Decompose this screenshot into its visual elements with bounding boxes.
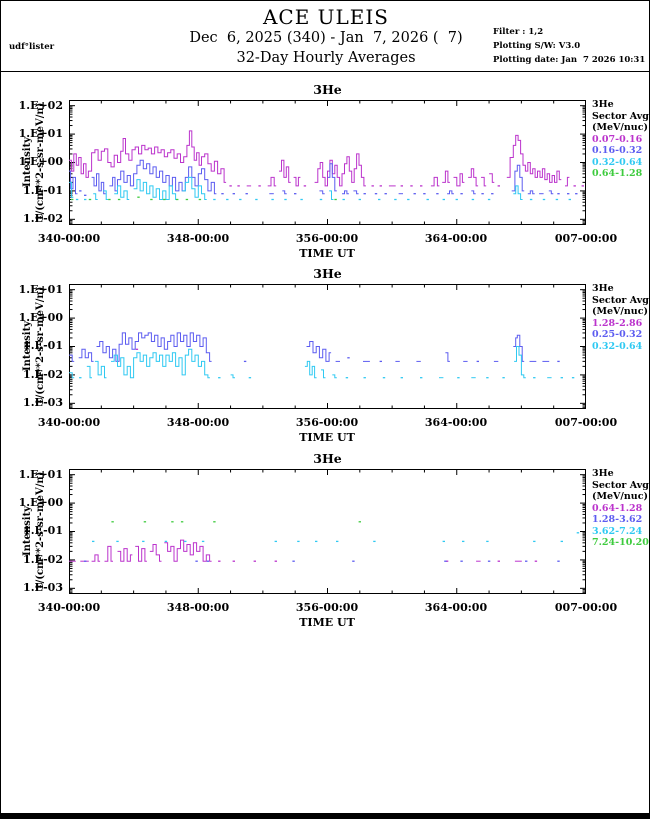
x-tick-label: 348-00:00: [166, 416, 230, 429]
filter-info: Filter : 1,2: [493, 27, 544, 37]
subtitle: 32-Day Hourly Averages: [236, 50, 416, 66]
y-tick-label: 1.E-01: [23, 524, 63, 537]
x-tick-label: 364-00:00: [424, 232, 488, 245]
legend-title: (MeV/nuc): [592, 306, 648, 317]
y-tick-label: 1.E-02: [23, 368, 63, 381]
y-tick-label: 1.E-03: [23, 396, 63, 409]
y-tick-label: 1.E+00: [18, 155, 63, 168]
x-tick-label: 348-00:00: [166, 601, 230, 614]
x-tick-label: 340-00:00: [37, 416, 101, 429]
plot-info-block: Filter : 1,2 Plotting S/W: V3.0 Plotting…: [493, 25, 645, 67]
x-tick-label: 364-00:00: [424, 601, 488, 614]
legend-title: Sector Avg: [592, 294, 649, 306]
legend-title: (MeV/nuc): [592, 491, 648, 502]
legend-title: Sector Avg: [592, 110, 649, 122]
y-tick-label: 1.E-03: [23, 581, 63, 594]
x-axis-label: TIME UT: [299, 431, 355, 444]
y-tick-label: 1.E+01: [18, 468, 63, 481]
bottom-bar: [1, 813, 649, 818]
y-tick-label: 1.E+01: [18, 127, 63, 140]
legend-entry: 0.16-0.32: [592, 145, 643, 156]
chart-canvas-2: [69, 284, 586, 409]
legend-title: Sector Avg: [592, 479, 649, 491]
legend-entry: 0.64-1.28: [592, 168, 643, 179]
legend-entry: 0.64-1.28: [592, 502, 643, 514]
legend-panel-2: 3He Sector Avg (MeV/nuc) 1.28-2.86 0.25-…: [592, 283, 649, 352]
x-axis-label: TIME UT: [299, 616, 355, 629]
panel-title: 3He: [313, 266, 342, 281]
x-tick-label: 356-00:00: [295, 416, 359, 429]
y-tick-label: 1.E-01: [23, 339, 63, 352]
page-title: ACE ULEIS: [262, 5, 390, 29]
chart-canvas-1: [69, 100, 586, 225]
y-tick-label: 1.E+02: [18, 99, 63, 112]
chart-panel-1: 3He Intensity 1/(cm**2-s-sr-meV/n) 1.E+0…: [1, 80, 649, 262]
header-divider: [1, 71, 649, 72]
x-tick-label: 364-00:00: [424, 416, 488, 429]
y-tick-label: 1.E-02: [23, 553, 63, 566]
x-tick-label: 348-00:00: [166, 232, 230, 245]
corner-label: udf°lister: [9, 42, 55, 52]
legend-title: 3He: [592, 283, 614, 294]
panel-title: 3He: [313, 82, 342, 97]
y-tick-label: 1.E-02: [23, 212, 63, 225]
legend-title: 3He: [592, 468, 614, 479]
date-range: Dec 6, 2025 (340) - Jan 7, 2026 ( 7): [189, 30, 463, 46]
legend-entry: 0.07-0.16: [592, 133, 643, 145]
x-tick-label: 007-00:00: [554, 416, 618, 429]
x-tick-label: 340-00:00: [37, 232, 101, 245]
y-tick-label: 1.E-01: [23, 184, 63, 197]
legend-panel-3: 3He Sector Avg (MeV/nuc) 0.64-1.28 1.28-…: [592, 468, 649, 549]
x-axis-label: TIME UT: [299, 247, 355, 260]
x-tick-label: 007-00:00: [554, 232, 618, 245]
y-tick-label: 1.E+00: [18, 311, 63, 324]
panel-title: 3He: [313, 451, 342, 466]
legend-entry: 1.28-3.62: [592, 514, 643, 525]
chart-canvas-3: [69, 469, 586, 594]
x-tick-label: 356-00:00: [295, 601, 359, 614]
legend-entry: 7.24-10.20: [592, 537, 649, 548]
legend-title: (MeV/nuc): [592, 122, 648, 133]
legend-entry: 1.28-2.86: [592, 317, 643, 329]
x-tick-label: 356-00:00: [295, 232, 359, 245]
legend-entry: 0.32-0.64: [592, 340, 643, 352]
legend-entry: 3.62-7.24: [592, 525, 643, 537]
chart-panel-3: 3He Intensity 1/(cm**2-s-sr-meV/n) 1.E+0…: [1, 449, 649, 631]
software-version: Plotting S/W: V3.0: [493, 41, 581, 51]
x-tick-label: 340-00:00: [37, 601, 101, 614]
plotting-date: Plotting date: Jan 7 2026 10:31: [493, 55, 646, 65]
legend-title: 3He: [592, 99, 614, 110]
legend-entry: 0.25-0.32: [592, 329, 643, 340]
chart-panel-2: 3He Intensity 1/(cm**2-s-sr-meV/n) 1.E+0…: [1, 264, 649, 446]
y-tick-label: 1.E+00: [18, 496, 63, 509]
x-tick-label: 007-00:00: [554, 601, 618, 614]
y-tick-label: 1.E+01: [18, 283, 63, 296]
legend-panel-1: 3He Sector Avg (MeV/nuc) 0.07-0.16 0.16-…: [592, 99, 649, 180]
legend-entry: 0.32-0.64: [592, 156, 643, 168]
